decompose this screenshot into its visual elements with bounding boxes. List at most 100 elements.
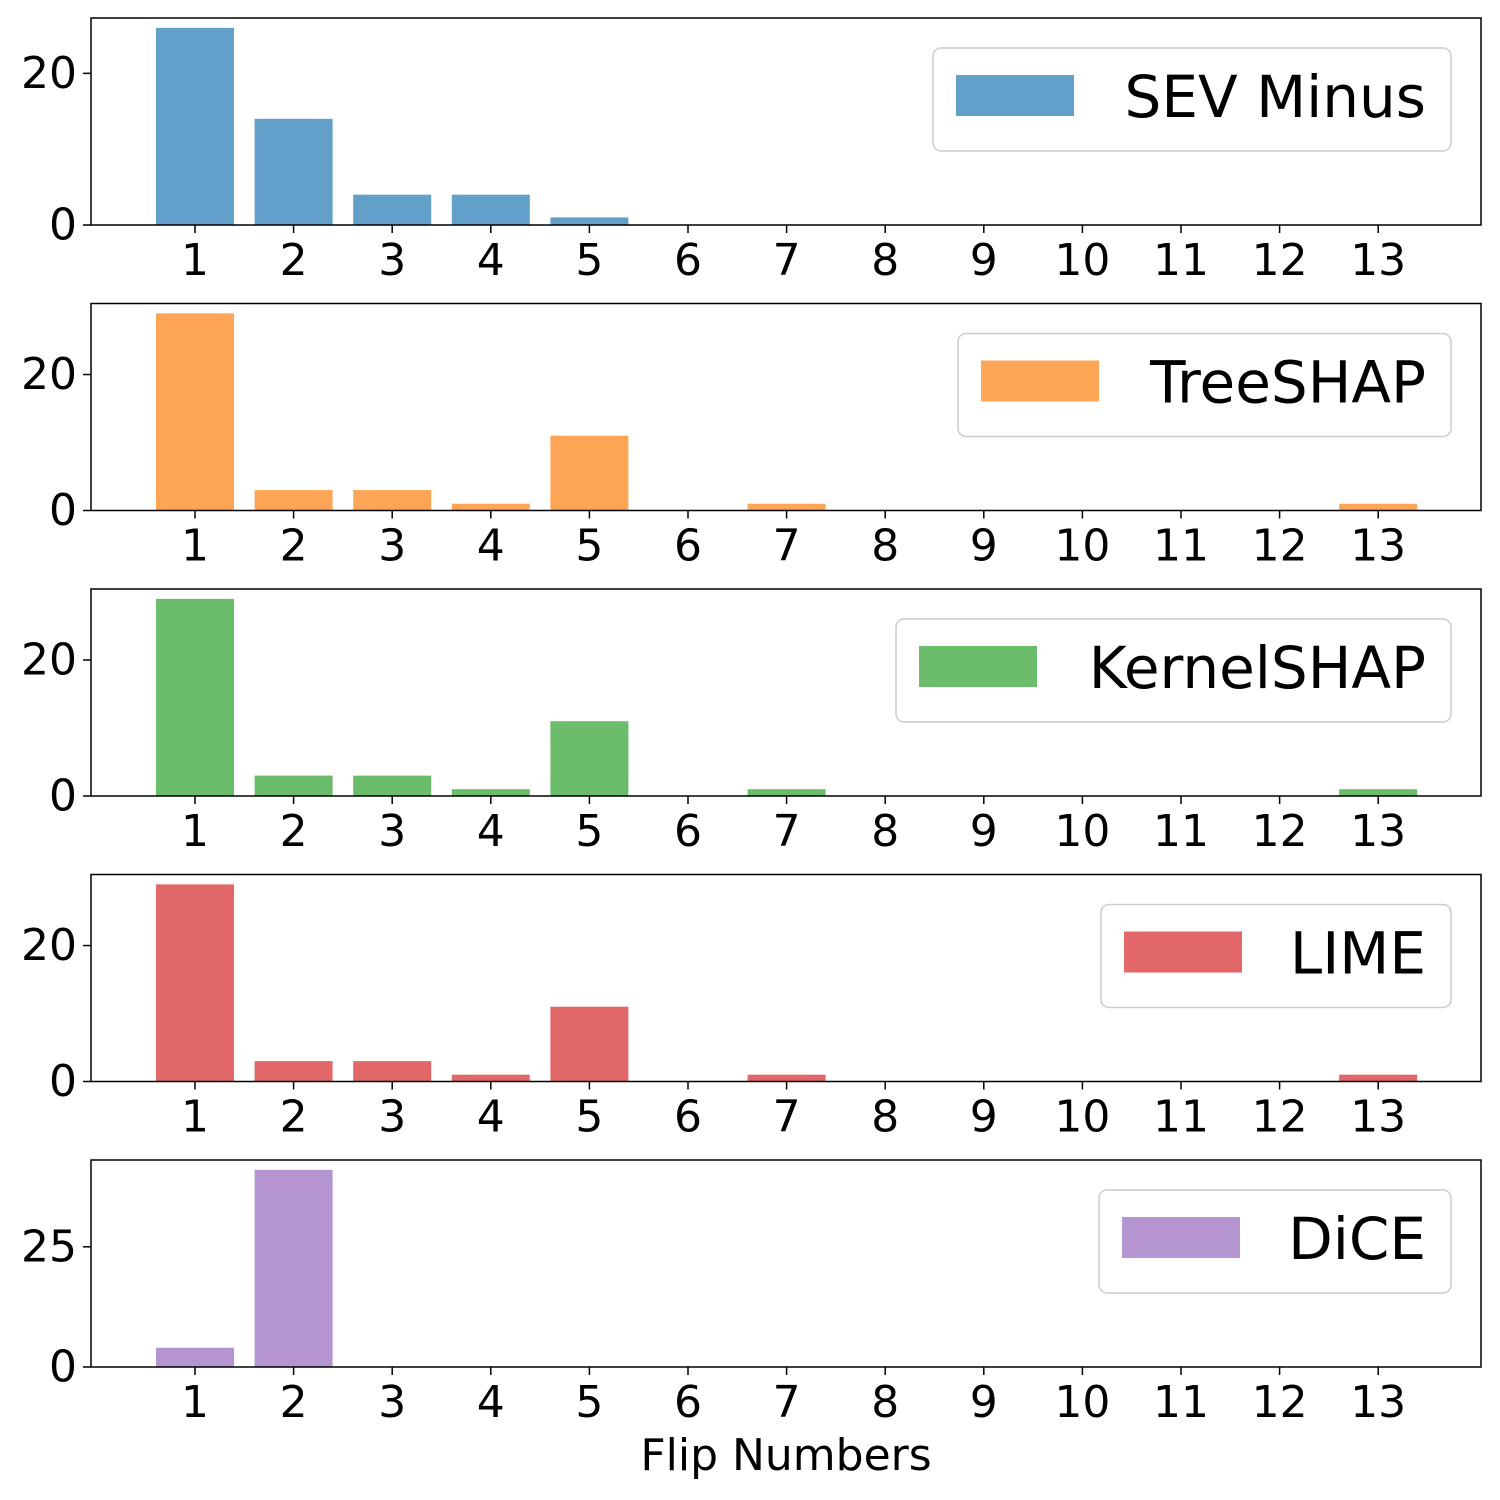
x-tick-label: 10 bbox=[1054, 235, 1110, 286]
legend-swatch bbox=[1124, 931, 1242, 973]
legend-swatch bbox=[1122, 1217, 1240, 1258]
bar-dice-2 bbox=[254, 1169, 333, 1367]
x-tick-label: 4 bbox=[477, 235, 505, 286]
bar-lime-4 bbox=[451, 1074, 530, 1082]
x-tick-label: 5 bbox=[575, 235, 603, 286]
x-tick-label: 11 bbox=[1153, 1377, 1209, 1428]
x-tick-label: 12 bbox=[1252, 235, 1308, 286]
x-tick-label: 8 bbox=[871, 521, 899, 572]
x-tick-label: 4 bbox=[477, 1092, 505, 1143]
bar-lime-2 bbox=[254, 1061, 333, 1082]
x-tick-label: 5 bbox=[575, 521, 603, 572]
x-tick-label: 9 bbox=[970, 806, 998, 857]
bar-treeshap-4 bbox=[451, 503, 530, 511]
bar-kernelshap-7 bbox=[747, 789, 826, 796]
x-tick-label: 8 bbox=[871, 806, 899, 857]
legend-label: KernelSHAP bbox=[1089, 634, 1426, 702]
y-tick-label: 0 bbox=[49, 1056, 77, 1107]
x-tick-label: 2 bbox=[280, 1377, 308, 1428]
y-tick-label: 20 bbox=[21, 48, 77, 99]
x-tick-label: 4 bbox=[477, 806, 505, 857]
legend-label: LIME bbox=[1290, 920, 1426, 988]
x-tick-label: 13 bbox=[1350, 806, 1406, 857]
legend-dice: DiCE bbox=[1098, 1189, 1452, 1294]
x-tick-label: 13 bbox=[1350, 1377, 1406, 1428]
bar-kernelshap-3 bbox=[353, 775, 432, 796]
legend-sev-minus: SEV Minus bbox=[932, 47, 1452, 152]
legend-kernelshap: KernelSHAP bbox=[895, 618, 1452, 723]
x-tick-label: 10 bbox=[1054, 521, 1110, 572]
x-tick-label: 6 bbox=[674, 1092, 702, 1143]
x-tick-label: 6 bbox=[674, 806, 702, 857]
x-tick-label: 1 bbox=[181, 521, 209, 572]
x-tick-label: 12 bbox=[1252, 806, 1308, 857]
bar-treeshap-3 bbox=[353, 490, 432, 511]
x-tick-label: 9 bbox=[970, 521, 998, 572]
bar-lime-1 bbox=[156, 884, 234, 1082]
legend-box bbox=[895, 618, 1452, 723]
x-tick-label: 3 bbox=[378, 235, 406, 286]
x-tick-label: 2 bbox=[280, 806, 308, 857]
bar-treeshap-7 bbox=[747, 503, 826, 511]
bar-dice-1 bbox=[156, 1347, 234, 1367]
x-tick-label: 5 bbox=[575, 806, 603, 857]
x-tick-label: 3 bbox=[378, 806, 406, 857]
bar-kernelshap-13 bbox=[1339, 789, 1418, 796]
bar-kernelshap-5 bbox=[550, 721, 629, 796]
legend-lime: LIME bbox=[1100, 903, 1452, 1009]
x-tick-label: 13 bbox=[1350, 235, 1406, 286]
x-tick-label: 10 bbox=[1054, 806, 1110, 857]
x-tick-label: 2 bbox=[280, 1092, 308, 1143]
y-tick-label: 20 bbox=[21, 349, 77, 400]
bar-kernelshap-1 bbox=[156, 598, 234, 796]
legend-label: SEV Minus bbox=[1125, 63, 1426, 131]
x-tick-label: 11 bbox=[1153, 806, 1209, 857]
y-tick-label: 0 bbox=[49, 200, 77, 251]
bar-sev-minus-4 bbox=[451, 194, 530, 225]
bar-lime-7 bbox=[747, 1074, 826, 1082]
x-tick-label: 11 bbox=[1153, 235, 1209, 286]
legend-box bbox=[1100, 903, 1452, 1009]
x-tick-label: 11 bbox=[1153, 521, 1209, 572]
bar-sev-minus-2 bbox=[254, 118, 333, 225]
legend-treeshap: TreeSHAP bbox=[957, 332, 1452, 438]
x-tick-label: 1 bbox=[181, 806, 209, 857]
legend-swatch bbox=[919, 646, 1037, 687]
y-tick-label: 20 bbox=[21, 635, 77, 686]
bar-kernelshap-4 bbox=[451, 789, 530, 796]
y-tick-label: 20 bbox=[21, 920, 77, 971]
legend-label: DiCE bbox=[1288, 1205, 1426, 1273]
bar-lime-5 bbox=[550, 1006, 629, 1082]
bar-lime-13 bbox=[1339, 1074, 1418, 1082]
x-tick-label: 5 bbox=[575, 1377, 603, 1428]
legend-box bbox=[1098, 1189, 1452, 1294]
x-tick-label: 7 bbox=[773, 1092, 801, 1143]
x-tick-label: 7 bbox=[773, 1377, 801, 1428]
bar-lime-3 bbox=[353, 1061, 432, 1082]
bar-treeshap-13 bbox=[1339, 503, 1418, 511]
legend-swatch bbox=[981, 360, 1099, 402]
x-tick-label: 1 bbox=[181, 1092, 209, 1143]
legend-label: TreeSHAP bbox=[1149, 349, 1426, 417]
x-tick-label: 12 bbox=[1252, 521, 1308, 572]
legend-swatch bbox=[956, 75, 1074, 116]
x-tick-label: 9 bbox=[970, 235, 998, 286]
bar-sev-minus-3 bbox=[353, 194, 432, 225]
x-tick-label: 3 bbox=[378, 521, 406, 572]
y-tick-label: 0 bbox=[49, 485, 77, 536]
x-tick-label: 8 bbox=[871, 235, 899, 286]
x-tick-label: 3 bbox=[378, 1377, 406, 1428]
x-tick-label: 6 bbox=[674, 235, 702, 286]
legend-box bbox=[932, 47, 1452, 152]
x-tick-label: 13 bbox=[1350, 1092, 1406, 1143]
x-tick-label: 4 bbox=[477, 521, 505, 572]
x-tick-label: 10 bbox=[1054, 1377, 1110, 1428]
y-tick-label: 25 bbox=[21, 1221, 77, 1272]
x-tick-label: 12 bbox=[1252, 1377, 1308, 1428]
bar-sev-minus-1 bbox=[156, 27, 234, 225]
